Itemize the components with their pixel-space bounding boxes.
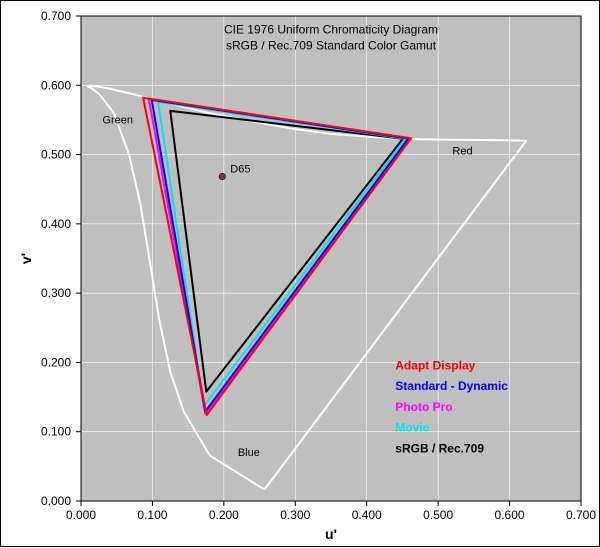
- x-tick-label: 0.300: [280, 508, 310, 522]
- y-tick-label: 0.100: [41, 425, 71, 439]
- legend-item: Photo Pro: [395, 400, 452, 414]
- plot-border: [81, 16, 581, 501]
- legend-item: Adapt Display: [395, 358, 475, 372]
- gamut-triangle: [152, 100, 408, 412]
- chart-title-line: CIE 1976 Uniform Chromaticity Diagram: [224, 22, 438, 36]
- x-tick-label: 0.000: [66, 508, 96, 522]
- corner-label: Green: [102, 114, 133, 126]
- y-tick-label: 0.400: [41, 217, 71, 231]
- d65-label: D65: [230, 164, 250, 176]
- legend-item: Standard - Dynamic: [395, 379, 508, 393]
- corner-label: Red: [452, 146, 472, 158]
- y-tick-label: 0.200: [41, 355, 71, 369]
- chart-svg: 0.000 0.100 0.200 0.300 0.400 0.500 0.600 0.700…: [1, 1, 600, 548]
- y-axis-label: v': [18, 253, 34, 264]
- x-tick-label: 0.400: [352, 508, 382, 522]
- x-tick-label: 0.600: [495, 508, 525, 522]
- y-tick-label: 0.300: [41, 286, 71, 300]
- x-tick-label: 0.100: [137, 508, 167, 522]
- d65-marker: [219, 173, 225, 179]
- legend-item: Movie: [395, 421, 429, 435]
- x-tick-label: 0.200: [209, 508, 239, 522]
- x-tick-label: 0.700: [566, 508, 596, 522]
- y-tick-label: 0.000: [41, 494, 71, 508]
- x-tick-label: 0.500: [423, 508, 453, 522]
- chart-frame: 0.000 0.100 0.200 0.300 0.400 0.500 0.600 0.700…: [0, 0, 600, 547]
- x-axis-label: u': [325, 526, 337, 542]
- y-tick-label: 0.700: [41, 9, 71, 23]
- gamut-triangle: [170, 111, 403, 392]
- corner-label: Blue: [238, 447, 260, 459]
- legend-item: sRGB / Rec.709: [395, 442, 484, 456]
- y-tick-label: 0.500: [41, 148, 71, 162]
- chart-title-line: sRGB / Rec.709 Standard Color Gamut: [226, 38, 437, 52]
- y-tick-label: 0.600: [41, 78, 71, 92]
- gamut-triangle: [143, 98, 411, 415]
